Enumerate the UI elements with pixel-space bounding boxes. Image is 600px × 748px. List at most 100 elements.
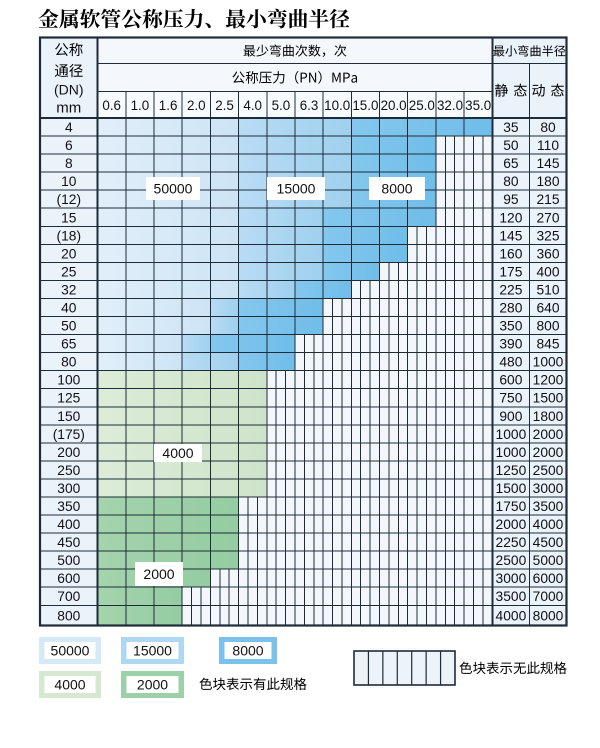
svg-text:510: 510: [536, 282, 559, 297]
svg-text:1.0: 1.0: [131, 98, 150, 113]
svg-text:10.0: 10.0: [324, 98, 350, 113]
svg-text:900: 900: [499, 409, 522, 424]
svg-text:15000: 15000: [277, 181, 316, 197]
svg-text:1500: 1500: [496, 481, 527, 496]
svg-text:145: 145: [536, 156, 559, 171]
svg-text:5000: 5000: [533, 553, 564, 568]
svg-text:600: 600: [57, 571, 80, 586]
svg-text:360: 360: [536, 246, 559, 261]
svg-text:1200: 1200: [533, 373, 564, 388]
svg-text:160: 160: [499, 246, 522, 261]
svg-text:350: 350: [499, 319, 522, 334]
svg-text:390: 390: [499, 337, 522, 352]
svg-text:1000: 1000: [496, 445, 527, 460]
svg-text:2500: 2500: [496, 553, 527, 568]
svg-text:145: 145: [499, 228, 522, 243]
svg-text:25.0: 25.0: [409, 98, 435, 113]
svg-text:700: 700: [57, 589, 80, 604]
svg-text:1000: 1000: [533, 355, 564, 370]
svg-text:600: 600: [499, 373, 522, 388]
svg-text:8: 8: [65, 156, 73, 171]
svg-text:20: 20: [61, 246, 77, 261]
svg-text:6: 6: [65, 138, 73, 153]
svg-text:80: 80: [503, 174, 519, 189]
svg-text:2.0: 2.0: [187, 98, 206, 113]
svg-text:5.0: 5.0: [272, 98, 291, 113]
svg-text:4500: 4500: [533, 535, 564, 550]
svg-text:(18): (18): [57, 228, 82, 243]
svg-text:175: 175: [499, 264, 522, 279]
svg-text:mm: mm: [56, 100, 81, 117]
svg-text:300: 300: [57, 481, 80, 496]
svg-text:1.6: 1.6: [159, 98, 178, 113]
svg-text:200: 200: [57, 445, 80, 460]
svg-text:25: 25: [61, 264, 77, 279]
svg-text:1800: 1800: [533, 409, 564, 424]
svg-text:400: 400: [57, 517, 80, 532]
svg-text:3500: 3500: [496, 589, 527, 604]
svg-text:32: 32: [61, 282, 76, 297]
svg-text:4000: 4000: [533, 517, 564, 532]
svg-text:215: 215: [536, 192, 559, 207]
svg-text:150: 150: [57, 409, 80, 424]
svg-text:95: 95: [503, 192, 519, 207]
svg-text:8000: 8000: [533, 608, 564, 623]
svg-text:2000: 2000: [533, 445, 564, 460]
svg-text:450: 450: [57, 535, 80, 550]
svg-text:35.0: 35.0: [465, 98, 491, 113]
svg-text:50: 50: [61, 319, 77, 334]
svg-text:50000: 50000: [154, 181, 193, 197]
svg-text:325: 325: [536, 228, 559, 243]
svg-text:50000: 50000: [51, 643, 90, 659]
svg-text:350: 350: [57, 499, 80, 514]
svg-text:65: 65: [61, 337, 77, 352]
svg-text:4000: 4000: [54, 677, 85, 693]
svg-text:4.0: 4.0: [243, 98, 262, 113]
svg-text:32.0: 32.0: [437, 98, 463, 113]
svg-text:1000: 1000: [496, 427, 527, 442]
svg-text:500: 500: [57, 553, 80, 568]
svg-text:6.3: 6.3: [300, 98, 319, 113]
svg-text:8000: 8000: [232, 643, 263, 659]
svg-text:15000: 15000: [133, 643, 172, 659]
svg-text:250: 250: [57, 463, 80, 478]
svg-text:15.0: 15.0: [352, 98, 378, 113]
svg-text:10: 10: [61, 174, 77, 189]
svg-text:1750: 1750: [496, 499, 527, 514]
svg-text:40: 40: [61, 301, 77, 316]
svg-text:180: 180: [536, 174, 559, 189]
svg-text:4000: 4000: [496, 608, 527, 623]
svg-text:2.5: 2.5: [215, 98, 234, 113]
svg-text:480: 480: [499, 355, 522, 370]
svg-text:80: 80: [540, 120, 556, 135]
svg-text:2250: 2250: [496, 535, 527, 550]
svg-text:270: 270: [536, 210, 559, 225]
svg-text:125: 125: [57, 391, 80, 406]
svg-text:800: 800: [536, 319, 559, 334]
svg-text:2000: 2000: [137, 677, 168, 693]
svg-text:120: 120: [499, 210, 522, 225]
svg-text:20.0: 20.0: [381, 98, 407, 113]
svg-text:280: 280: [499, 301, 522, 316]
svg-text:2000: 2000: [533, 427, 564, 442]
svg-text:(DN): (DN): [54, 82, 84, 98]
svg-text:2000: 2000: [496, 517, 527, 532]
svg-text:4: 4: [65, 120, 73, 135]
svg-text:800: 800: [57, 608, 80, 623]
svg-text:3000: 3000: [533, 481, 564, 496]
svg-text:6000: 6000: [533, 571, 564, 586]
svg-text:80: 80: [61, 355, 77, 370]
svg-text:7000: 7000: [533, 589, 564, 604]
svg-text:3500: 3500: [533, 499, 564, 514]
svg-text:2500: 2500: [533, 463, 564, 478]
svg-text:4000: 4000: [162, 445, 193, 461]
svg-text:100: 100: [57, 373, 80, 388]
svg-text:750: 750: [499, 391, 522, 406]
svg-text:640: 640: [536, 301, 559, 316]
svg-text:110: 110: [537, 138, 559, 153]
svg-text:65: 65: [503, 156, 519, 171]
svg-text:2000: 2000: [143, 566, 174, 582]
svg-text:1500: 1500: [533, 391, 564, 406]
svg-text:845: 845: [536, 337, 559, 352]
svg-text:225: 225: [499, 282, 522, 297]
